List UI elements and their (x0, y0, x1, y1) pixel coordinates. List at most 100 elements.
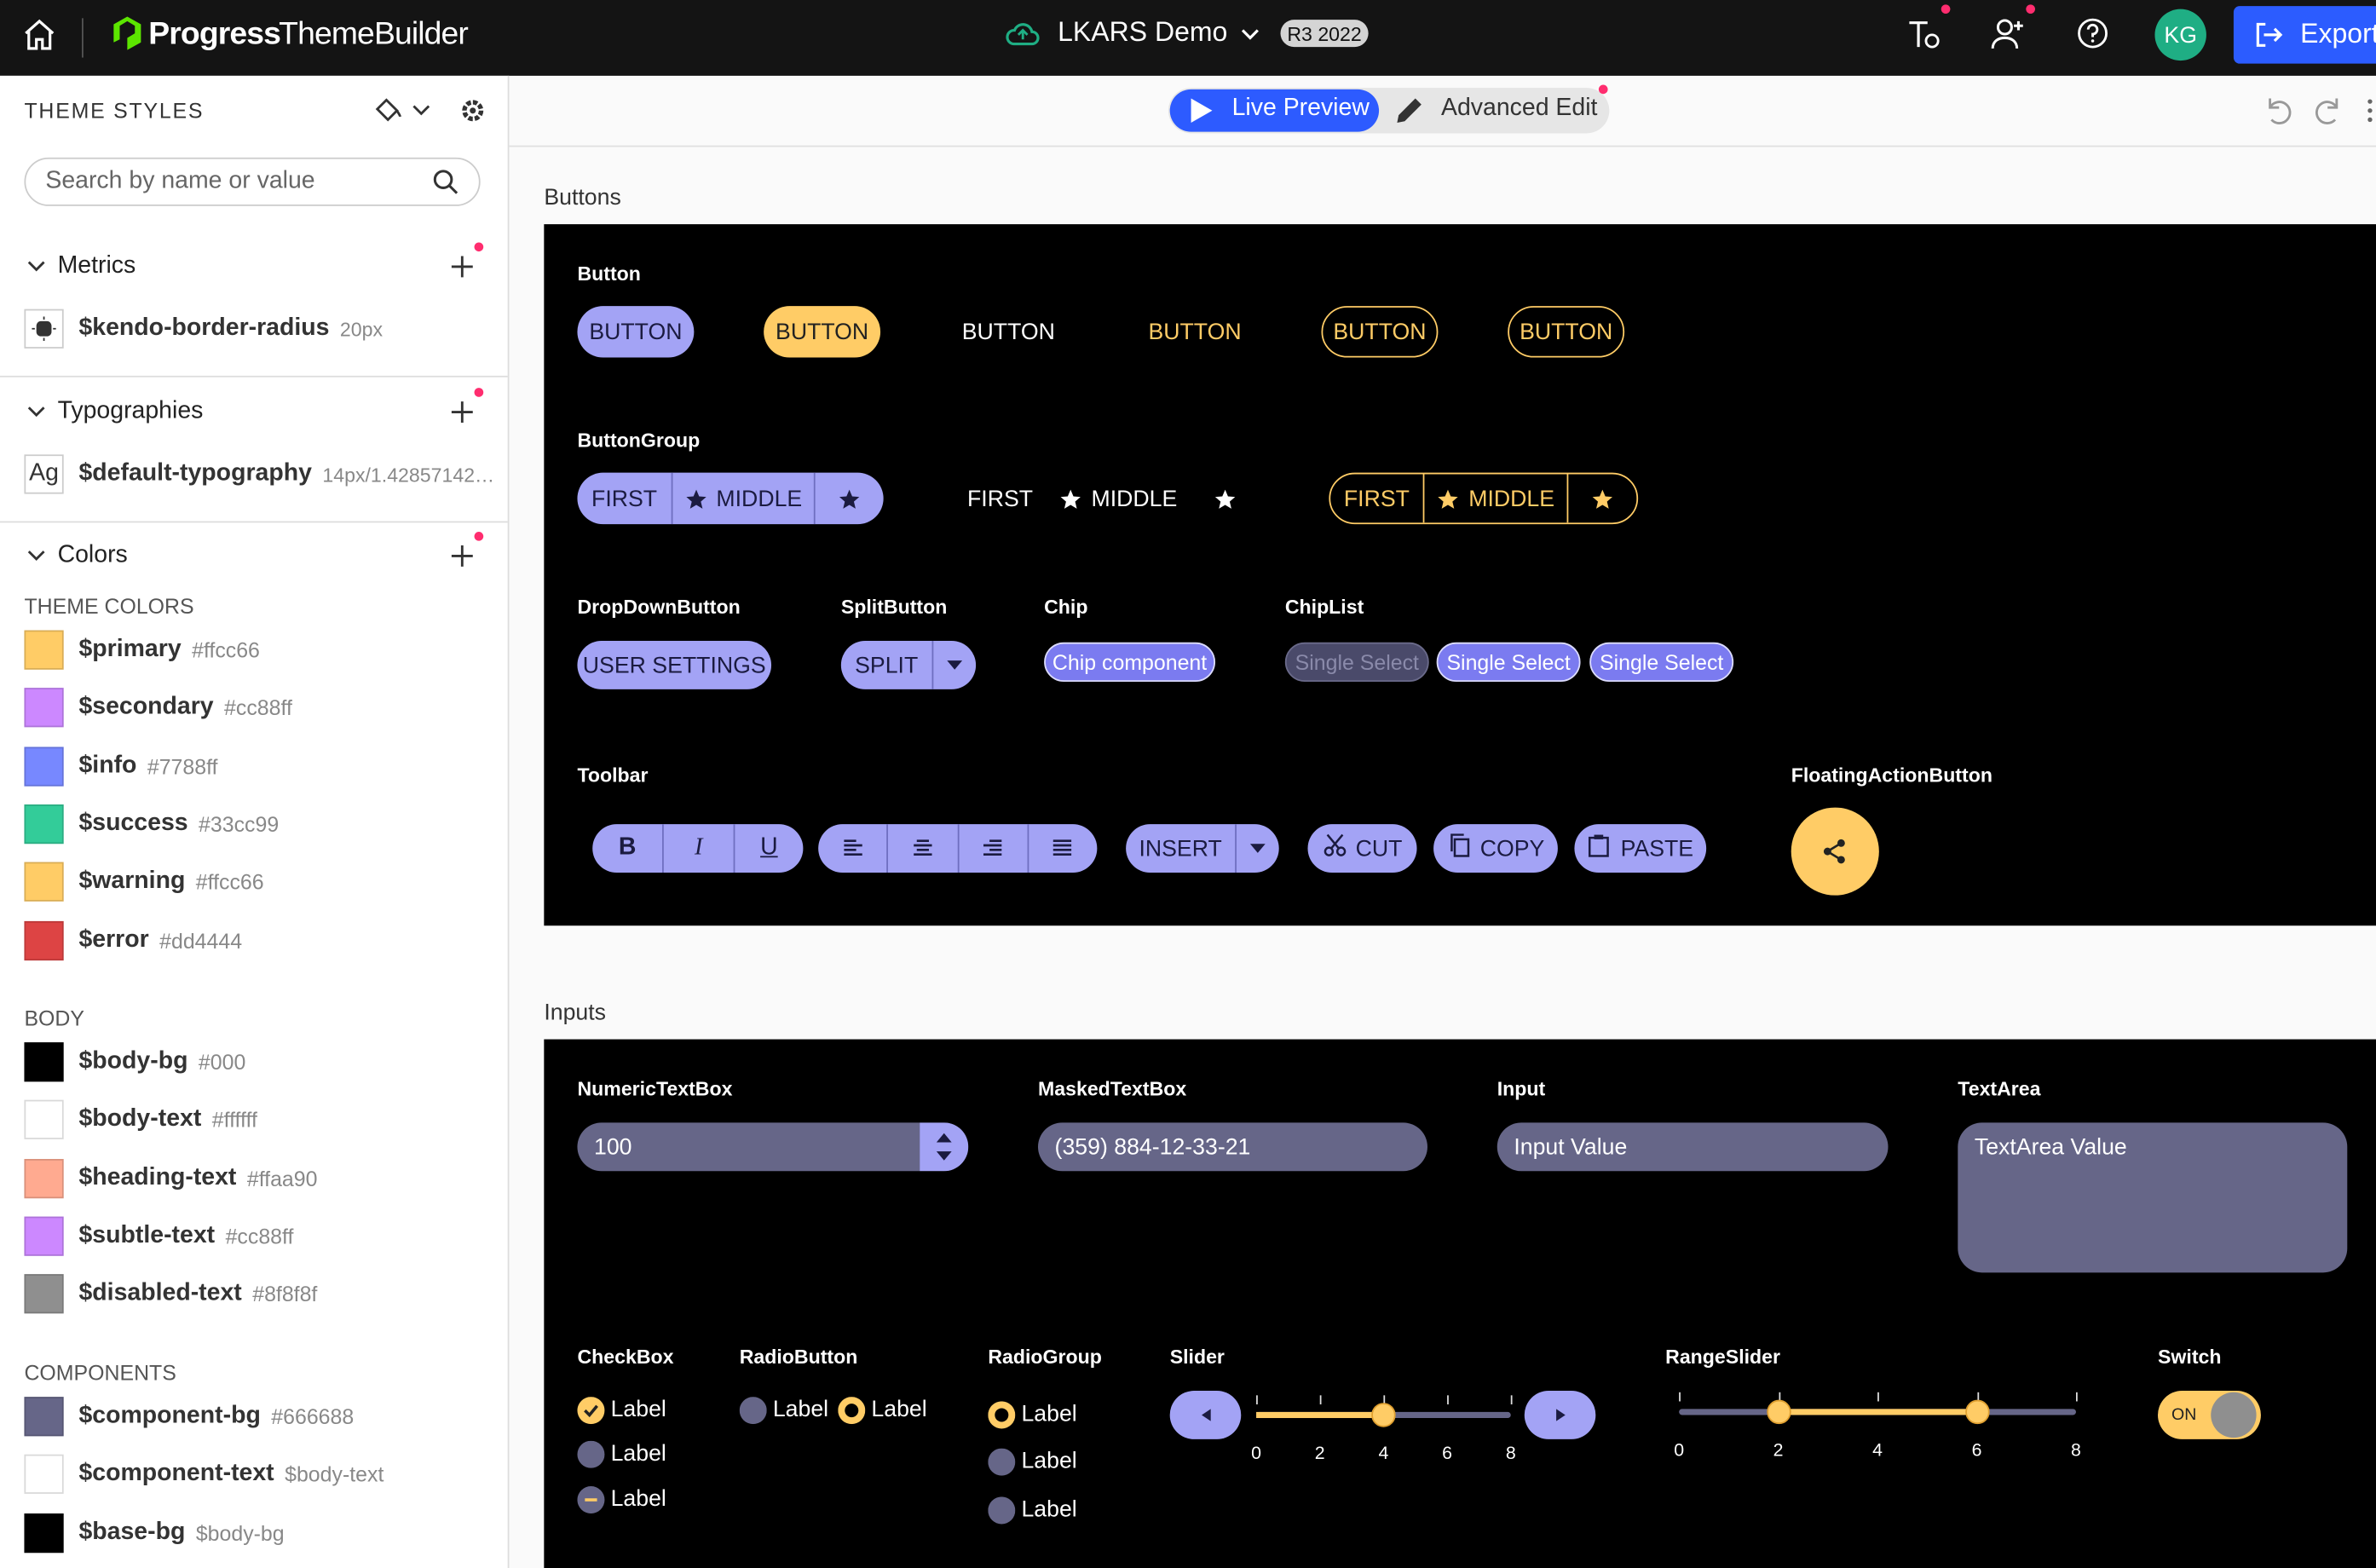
toolbar-button[interactable]: PASTE (1574, 824, 1707, 873)
settings[interactable] (459, 97, 487, 124)
style-row[interactable]: $warning #ffcc66 (24, 862, 505, 902)
align-button[interactable] (886, 824, 957, 873)
collapse-toggle[interactable] (26, 545, 47, 567)
add-user[interactable] (1988, 15, 2027, 55)
button[interactable]: BUTTON (1148, 319, 1242, 345)
live-preview-tab[interactable]: Live Preview (1169, 89, 1380, 132)
button-group-item[interactable]: FIRST (954, 473, 1046, 524)
split-main[interactable]: INSERT (1139, 835, 1222, 862)
style-row[interactable]: $primary #ffcc66 (24, 630, 505, 670)
slider-handle[interactable] (1766, 1399, 1791, 1425)
style-row[interactable]: $body-text #ffffff (24, 1100, 505, 1140)
align-button[interactable] (1027, 824, 1097, 873)
option-indicator[interactable] (577, 1397, 605, 1425)
button-group-item[interactable] (813, 472, 884, 525)
toolbar-button[interactable]: U (733, 824, 804, 873)
dropdown-button[interactable]: USER SETTINGS (577, 641, 772, 689)
button-group-item[interactable] (1191, 473, 1258, 524)
option-indicator[interactable] (988, 1448, 1016, 1476)
split-main[interactable]: SPLIT (855, 652, 919, 678)
option-indicator[interactable] (988, 1401, 1016, 1429)
style-row[interactable]: $component-bg #666688 (24, 1397, 505, 1437)
toolbar-button[interactable]: B (618, 834, 637, 861)
switch[interactable]: ON (2158, 1391, 2261, 1439)
button-group-item[interactable]: FIRST (1330, 474, 1422, 522)
split-arrow[interactable] (1235, 824, 1279, 873)
paint-menu[interactable] (372, 95, 433, 126)
chiplist-chip[interactable]: Single Select (1436, 642, 1581, 683)
button[interactable]: BUTTON (764, 306, 881, 358)
textbox[interactable]: 100 (577, 1122, 969, 1172)
style-row[interactable]: $kendo-border-radius 20px (24, 308, 505, 349)
section-title[interactable]: Metrics (57, 252, 136, 280)
search-box[interactable]: Search by name or value (24, 157, 481, 206)
slider-increase[interactable] (1524, 1391, 1596, 1439)
button-group-item[interactable]: FIRST (577, 473, 671, 524)
button-group-item[interactable] (1566, 474, 1637, 523)
collapse-toggle[interactable] (26, 401, 47, 423)
style-row[interactable]: $subtle-text #cc88ff (24, 1216, 505, 1256)
align-button[interactable] (818, 824, 886, 873)
style-row[interactable]: $body-bg #000 (24, 1042, 505, 1082)
option-indicator[interactable] (988, 1496, 1016, 1525)
export-button[interactable]: Export (2233, 6, 2376, 64)
toolbar-button[interactable]: I (662, 824, 734, 873)
style-row[interactable]: $heading-text #ffaa90 (24, 1158, 505, 1198)
floating-action-button[interactable] (1791, 807, 1879, 896)
chiplist-chip[interactable]: Single Select (1589, 642, 1734, 683)
button[interactable]: BUTTON (1321, 306, 1439, 358)
align-button[interactable] (956, 824, 1027, 873)
option-indicator[interactable] (838, 1397, 866, 1425)
redo[interactable] (2311, 94, 2344, 127)
style-row[interactable]: $component-text $body-text (24, 1455, 505, 1495)
slider-handle[interactable] (1371, 1403, 1396, 1427)
color-swatch (24, 746, 64, 786)
textarea[interactable]: TextArea Value (1958, 1122, 2348, 1273)
style-row[interactable]: $success #33cc99 (24, 804, 505, 845)
chiplist-chip[interactable]: Single Select (1284, 642, 1429, 683)
toolbar-button[interactable]: CUT (1307, 824, 1417, 873)
typography-settings[interactable] (1905, 15, 1944, 55)
chip[interactable]: Chip component (1044, 642, 1216, 683)
button[interactable]: BUTTON (1508, 306, 1625, 358)
add-button[interactable] (450, 400, 474, 424)
add-button[interactable] (450, 544, 474, 568)
option-indicator[interactable] (577, 1486, 605, 1514)
style-row[interactable]: $secondary #cc88ff (24, 688, 505, 728)
option-indicator[interactable] (577, 1440, 605, 1468)
project-menu[interactable] (1238, 23, 1262, 47)
toolbar-button[interactable]: COPY (1433, 824, 1558, 873)
textbox[interactable]: Input Value (1497, 1122, 1889, 1172)
add-button[interactable] (450, 255, 474, 279)
collapse-toggle[interactable] (26, 256, 47, 277)
button-group-item[interactable]: MIDDLE (671, 472, 814, 525)
add-button-svg (451, 256, 473, 278)
undo[interactable] (2263, 94, 2296, 127)
button-group-item[interactable]: MIDDLE (1046, 473, 1191, 524)
section-title[interactable]: Colors (57, 542, 128, 568)
style-row[interactable]: $info #7788ff (24, 746, 505, 786)
advanced-edit-tab[interactable]: Advanced Edit (1440, 95, 1598, 122)
option-indicator[interactable] (739, 1397, 767, 1425)
button-group: FIRST MIDDLE (1329, 472, 1639, 525)
section-title[interactable]: Typographies (57, 398, 204, 424)
style-row[interactable]: Ag $default-typography 14px/1.42857142… (24, 454, 505, 494)
button[interactable]: BUTTON (961, 319, 1055, 345)
split-arrow[interactable] (931, 641, 977, 689)
button-group-item[interactable]: MIDDLE (1422, 474, 1567, 523)
star-icon-svg (839, 488, 860, 509)
home-button[interactable] (21, 17, 58, 54)
style-row[interactable]: $error #dd4444 (24, 920, 505, 960)
style-row[interactable]: $disabled-text #8f8f8f (24, 1274, 505, 1314)
spinner[interactable] (920, 1122, 969, 1172)
slider-decrease[interactable] (1169, 1391, 1242, 1439)
button-text: FIRST (1343, 485, 1410, 512)
button[interactable]: BUTTON (577, 306, 695, 358)
textbox[interactable]: (359) 884-12-33-21 (1037, 1122, 1427, 1172)
style-row[interactable]: $base-bg $body-bg (24, 1513, 505, 1553)
help[interactable] (2076, 17, 2109, 50)
project-name[interactable]: LKARS Demo (1058, 16, 1228, 48)
color-group-title: BODY (24, 1006, 85, 1030)
slider-handle[interactable] (1964, 1399, 1989, 1425)
avatar[interactable]: KG (2154, 9, 2206, 61)
